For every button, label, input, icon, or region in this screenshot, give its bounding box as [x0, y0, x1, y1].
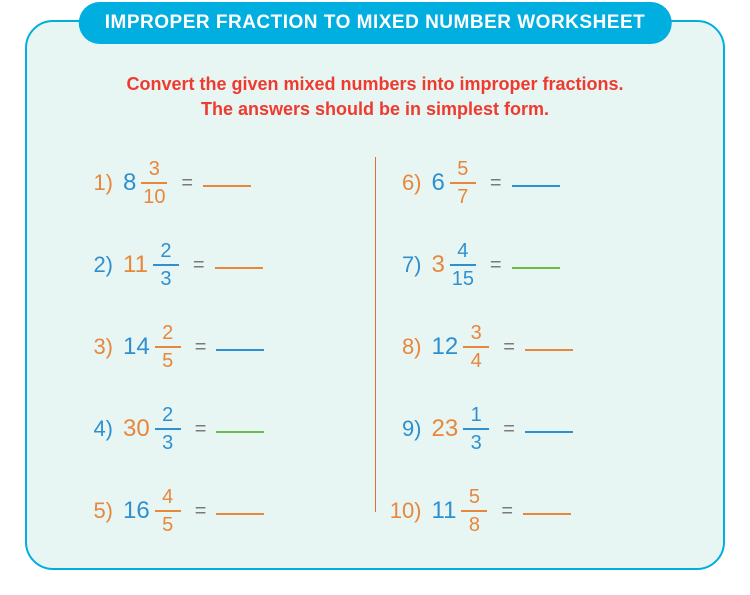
whole-number: 6 — [428, 169, 448, 197]
numerator: 5 — [457, 158, 468, 180]
fraction: 13 — [463, 404, 489, 454]
denominator: 3 — [471, 432, 482, 454]
answer-blank[interactable] — [215, 267, 263, 269]
fraction-bar — [461, 510, 487, 512]
whole-number: 12 — [428, 333, 462, 361]
numerator: 4 — [457, 240, 468, 262]
answer-blank[interactable] — [216, 431, 264, 433]
numerator: 3 — [471, 322, 482, 344]
equals-sign: = — [478, 254, 512, 277]
numerator: 1 — [471, 404, 482, 426]
denominator: 3 — [162, 432, 173, 454]
fraction-bar — [450, 264, 476, 266]
whole-number: 30 — [119, 415, 153, 443]
fraction-bar — [463, 428, 489, 430]
fraction: 34 — [463, 322, 489, 372]
fraction: 310 — [141, 158, 167, 208]
instructions-line-1: Convert the given mixed numbers into imp… — [126, 74, 623, 94]
answer-blank[interactable] — [525, 431, 573, 433]
equals-sign: = — [489, 500, 523, 523]
denominator: 3 — [160, 268, 171, 290]
answer-blank[interactable] — [216, 513, 264, 515]
equals-sign: = — [183, 418, 217, 441]
answer-blank[interactable] — [512, 185, 560, 187]
fraction-bar — [450, 182, 476, 184]
problem-row: 2)1123= — [77, 229, 365, 301]
fraction-bar — [155, 428, 181, 430]
problem-number: 1) — [77, 170, 119, 196]
problem-row: 4)3023= — [77, 393, 365, 465]
answer-blank[interactable] — [523, 513, 571, 515]
problem-row: 7)3415= — [386, 229, 674, 301]
fraction: 25 — [155, 322, 181, 372]
fraction: 58 — [461, 486, 487, 536]
whole-number: 3 — [428, 251, 448, 279]
numerator: 5 — [469, 486, 480, 508]
equals-sign: = — [169, 172, 203, 195]
equals-sign: = — [478, 172, 512, 195]
denominator: 15 — [452, 268, 474, 290]
worksheet-title: IMPROPER FRACTION TO MIXED NUMBER WORKSH… — [79, 2, 672, 44]
whole-number: 16 — [119, 497, 153, 525]
numerator: 2 — [162, 322, 173, 344]
problem-number: 7) — [386, 252, 428, 278]
whole-number: 11 — [428, 497, 460, 525]
whole-number: 14 — [119, 333, 153, 361]
numerator: 2 — [162, 404, 173, 426]
denominator: 5 — [162, 350, 173, 372]
fraction: 23 — [153, 240, 179, 290]
numerator: 4 — [162, 486, 173, 508]
problem-number: 5) — [77, 498, 119, 524]
whole-number: 8 — [119, 169, 139, 197]
problem-row: 10)1158= — [386, 475, 674, 547]
right-column: 6)657=7)3415=8)1234=9)2313=10)1158= — [386, 142, 674, 552]
problem-number: 2) — [77, 252, 119, 278]
problem-row: 8)1234= — [386, 311, 674, 383]
problem-number: 10) — [386, 498, 428, 524]
column-divider — [375, 157, 376, 512]
whole-number: 11 — [119, 251, 151, 279]
answer-blank[interactable] — [203, 185, 251, 187]
fraction: 45 — [155, 486, 181, 536]
equals-sign: = — [491, 336, 525, 359]
equals-sign: = — [183, 336, 217, 359]
fraction: 415 — [450, 240, 476, 290]
problem-row: 1)8310= — [77, 147, 365, 219]
answer-blank[interactable] — [512, 267, 560, 269]
numerator: 2 — [160, 240, 171, 262]
answer-blank[interactable] — [216, 349, 264, 351]
fraction-bar — [155, 346, 181, 348]
problem-number: 4) — [77, 416, 119, 442]
fraction-bar — [463, 346, 489, 348]
equals-sign: = — [183, 500, 217, 523]
equals-sign: = — [181, 254, 215, 277]
problem-number: 6) — [386, 170, 428, 196]
problem-row: 6)657= — [386, 147, 674, 219]
problem-number: 9) — [386, 416, 428, 442]
fraction-bar — [153, 264, 179, 266]
fraction: 57 — [450, 158, 476, 208]
equals-sign: = — [491, 418, 525, 441]
worksheet-card: IMPROPER FRACTION TO MIXED NUMBER WORKSH… — [25, 20, 725, 570]
problem-number: 3) — [77, 334, 119, 360]
denominator: 10 — [143, 186, 165, 208]
problem-number: 8) — [386, 334, 428, 360]
numerator: 3 — [149, 158, 160, 180]
left-column: 1)8310=2)1123=3)1425=4)3023=5)1645= — [77, 142, 365, 552]
problem-row: 5)1645= — [77, 475, 365, 547]
denominator: 7 — [457, 186, 468, 208]
whole-number: 23 — [428, 415, 462, 443]
problem-row: 9)2313= — [386, 393, 674, 465]
fraction-bar — [155, 510, 181, 512]
problem-row: 3)1425= — [77, 311, 365, 383]
denominator: 8 — [469, 514, 480, 536]
instructions: Convert the given mixed numbers into imp… — [67, 72, 683, 122]
fraction: 23 — [155, 404, 181, 454]
denominator: 5 — [162, 514, 173, 536]
denominator: 4 — [471, 350, 482, 372]
answer-blank[interactable] — [525, 349, 573, 351]
problems-content: 1)8310=2)1123=3)1425=4)3023=5)1645= 6)65… — [27, 142, 723, 552]
instructions-line-2: The answers should be in simplest form. — [201, 99, 549, 119]
fraction-bar — [141, 182, 167, 184]
